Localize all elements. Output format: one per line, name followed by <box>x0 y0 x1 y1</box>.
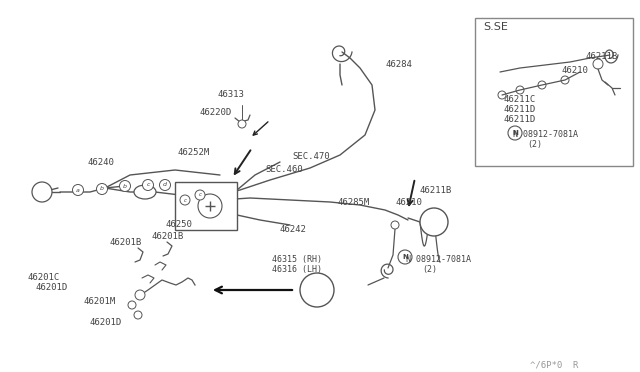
Text: b: b <box>123 183 127 189</box>
Circle shape <box>300 273 334 307</box>
Circle shape <box>195 190 205 200</box>
Circle shape <box>516 86 524 94</box>
Text: c: c <box>184 198 186 202</box>
Text: a: a <box>76 187 80 192</box>
Text: 46201D: 46201D <box>90 318 122 327</box>
Circle shape <box>135 290 145 300</box>
Text: 46211B: 46211B <box>420 186 452 195</box>
Text: 46211C: 46211C <box>503 95 535 104</box>
Text: 46201C: 46201C <box>28 273 60 282</box>
Circle shape <box>198 194 222 218</box>
Circle shape <box>391 221 399 229</box>
Circle shape <box>538 81 546 89</box>
Circle shape <box>561 76 569 84</box>
Text: ^/6P*0  R: ^/6P*0 R <box>530 360 579 369</box>
Circle shape <box>420 208 448 236</box>
Circle shape <box>593 59 603 69</box>
Text: 46240: 46240 <box>87 158 114 167</box>
Text: (2): (2) <box>527 140 542 149</box>
Text: 46284: 46284 <box>385 60 412 69</box>
Circle shape <box>398 250 412 264</box>
Circle shape <box>72 185 83 196</box>
Circle shape <box>97 183 108 195</box>
Text: 46316 (LH): 46316 (LH) <box>272 265 322 274</box>
Text: b: b <box>100 186 104 192</box>
Text: 46211D: 46211D <box>503 115 535 124</box>
Circle shape <box>508 126 522 140</box>
Text: 46211D: 46211D <box>503 105 535 114</box>
Text: S.SE: S.SE <box>483 22 508 32</box>
Text: 46220D: 46220D <box>200 108 232 117</box>
Text: c: c <box>198 192 202 198</box>
Text: SEC.470: SEC.470 <box>292 152 330 161</box>
Text: 46242: 46242 <box>280 225 307 234</box>
Text: (2): (2) <box>422 265 437 274</box>
Circle shape <box>498 91 506 99</box>
Text: N: N <box>402 254 408 260</box>
Text: 46211B: 46211B <box>586 52 618 61</box>
Circle shape <box>134 311 142 319</box>
Text: d: d <box>163 183 167 187</box>
Text: 46201M: 46201M <box>83 297 115 306</box>
Text: 46285M: 46285M <box>338 198 371 207</box>
Circle shape <box>120 180 131 192</box>
Text: N 08912-7081A: N 08912-7081A <box>513 130 578 139</box>
Circle shape <box>159 180 170 190</box>
Text: 46210: 46210 <box>395 198 422 207</box>
Ellipse shape <box>134 185 156 199</box>
Text: 46315 (RH): 46315 (RH) <box>272 255 322 264</box>
Circle shape <box>128 301 136 309</box>
Circle shape <box>238 120 246 128</box>
Text: 46313: 46313 <box>218 90 245 99</box>
Text: 46201B: 46201B <box>152 232 184 241</box>
Text: 46201D: 46201D <box>35 283 67 292</box>
Text: 46252M: 46252M <box>178 148 211 157</box>
Circle shape <box>143 180 154 190</box>
Text: 46250: 46250 <box>165 220 192 229</box>
Text: SEC.460: SEC.460 <box>265 165 303 174</box>
Text: c: c <box>147 183 150 187</box>
Circle shape <box>32 182 52 202</box>
Text: 46210: 46210 <box>562 66 589 75</box>
Text: 46201B: 46201B <box>110 238 142 247</box>
Bar <box>475 18 633 166</box>
Circle shape <box>180 195 190 205</box>
Text: N 08912-7081A: N 08912-7081A <box>406 255 471 264</box>
Text: N: N <box>512 130 518 136</box>
Bar <box>175 182 237 230</box>
